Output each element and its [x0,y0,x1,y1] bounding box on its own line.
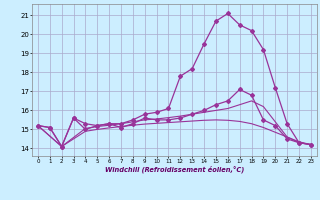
X-axis label: Windchill (Refroidissement éolien,°C): Windchill (Refroidissement éolien,°C) [105,166,244,173]
